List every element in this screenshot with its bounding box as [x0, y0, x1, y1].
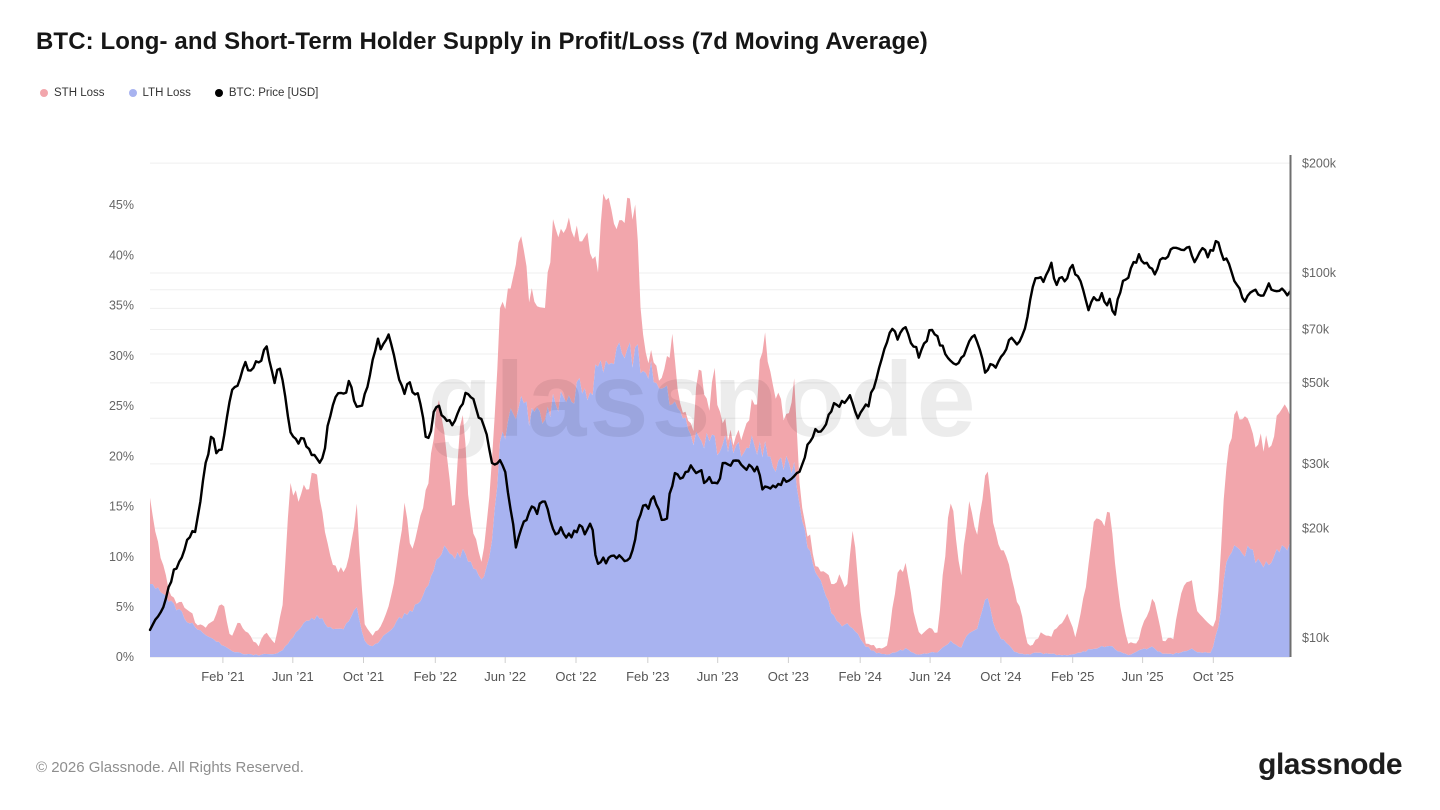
x-axis-label: Feb ’23 [626, 669, 669, 684]
x-axis-label: Jun ’23 [697, 669, 739, 684]
chart-title: BTC: Long- and Short-Term Holder Supply … [36, 28, 928, 55]
y-axis-left-label: 45% [109, 198, 134, 212]
y-axis-left-label: 5% [116, 600, 134, 614]
legend-label: STH Loss [54, 87, 105, 99]
legend-dot-sth-loss [40, 89, 48, 97]
x-axis-label: Oct ’22 [555, 669, 596, 684]
copyright-text: © 2026 Glassnode. All Rights Reserved. [36, 759, 304, 776]
x-axis-label: Oct ’25 [1193, 669, 1234, 684]
y-axis-right-label: $100k [1302, 266, 1337, 280]
x-axis-label: Jun ’24 [909, 669, 951, 684]
watermark-text: glassnode [427, 341, 978, 459]
y-axis-left-label: 15% [109, 500, 134, 514]
glassnode-logo: glassnode [1258, 748, 1402, 781]
legend-label: BTC: Price [USD] [228, 87, 319, 99]
y-axis-left-label: 40% [109, 248, 134, 262]
price-line [148, 239, 1292, 632]
y-axis-right-label: $30k [1302, 457, 1330, 471]
x-axis-label: Feb ’21 [201, 669, 244, 684]
legend-dot-btc-price [214, 89, 223, 97]
y-axis-right-label: $20k [1302, 521, 1330, 535]
legend-item-btc-price[interactable]: BTC: Price [USD] [214, 87, 319, 99]
legend-label: LTH Loss [142, 87, 191, 99]
y-axis-left-label: 10% [109, 550, 134, 564]
x-axis-label: Oct ’24 [980, 669, 1021, 684]
legend-item-lth-loss[interactable]: LTH Loss [128, 87, 191, 99]
y-axis-right-label: $10k [1302, 631, 1330, 645]
chart-canvas[interactable]: glassnode 0% 5% 10% 15% 20% 25% 30% 35% 40% 45% $20… [0, 0, 1440, 740]
y-axis-right-label: $70k [1302, 323, 1330, 337]
y-axis-left-label: 35% [109, 299, 134, 313]
x-axis-label: Jun ’21 [272, 669, 314, 684]
x-axis-label: Oct ’23 [768, 669, 809, 684]
x-axis-label: Oct ’21 [343, 669, 384, 684]
x-axis-label: Jun ’22 [484, 669, 526, 684]
y-axis-left-label: 0% [116, 650, 134, 664]
y-axis-left-label: 25% [109, 399, 134, 413]
y-axis-left-label: 30% [109, 349, 134, 363]
x-axis-label: Feb ’22 [414, 669, 457, 684]
y-axis-right-label: $200k [1302, 156, 1337, 170]
y-axis-left-label: 20% [109, 449, 134, 463]
sth-loss-area [150, 193, 1290, 656]
x-axis-label: Feb ’24 [839, 669, 882, 684]
legend-dot-lth-loss [128, 89, 137, 97]
y-axis-right-label: $50k [1302, 376, 1330, 390]
lth-loss-area [150, 342, 1290, 657]
legend: STH Loss LTH Loss BTC: Price [USD] [40, 87, 318, 99]
x-axis-label: Jun ’25 [1122, 669, 1164, 684]
legend-item-sth-loss[interactable]: STH Loss [40, 87, 105, 99]
x-axis-label: Feb ’25 [1051, 669, 1094, 684]
